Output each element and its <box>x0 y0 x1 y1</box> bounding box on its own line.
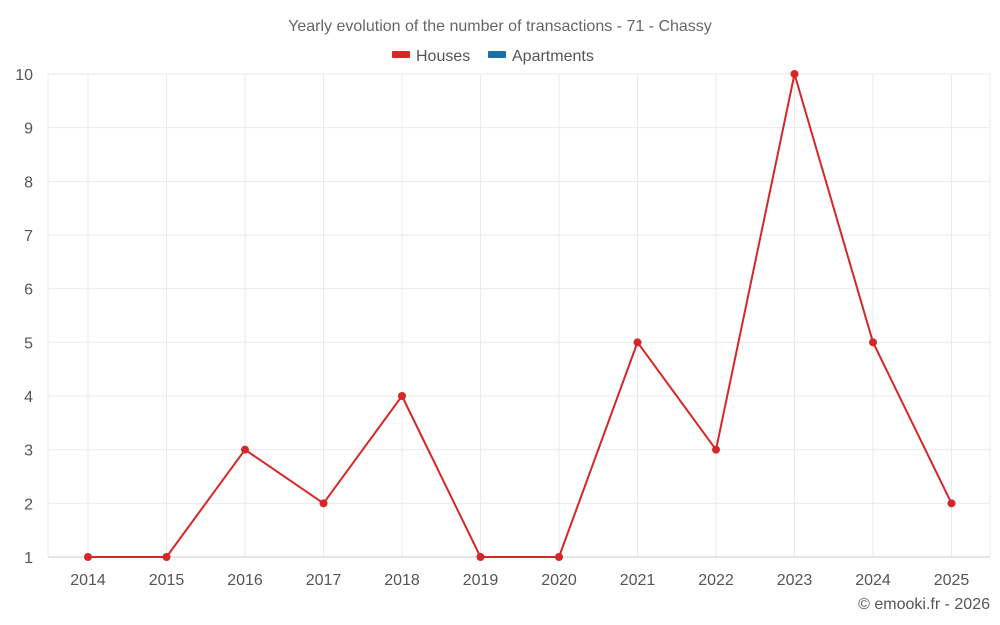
x-tick-label: 2021 <box>620 572 656 589</box>
y-tick-label: 2 <box>24 496 33 513</box>
x-tick-label: 2020 <box>541 572 577 589</box>
legend-item-apartments[interactable]: Apartments <box>488 48 594 65</box>
x-tick-label: 2025 <box>934 572 970 589</box>
x-tick-label: 2024 <box>855 572 891 589</box>
data-point-houses-2024[interactable] <box>869 338 877 347</box>
x-tick-label: 2016 <box>227 572 263 589</box>
y-axis-ticks: 1 2 3 4 5 6 7 8 9 10 <box>15 67 33 567</box>
data-point-houses-2021[interactable] <box>633 338 642 347</box>
x-tick-label: 2019 <box>463 572 499 589</box>
legend-label-apartments: Apartments <box>512 48 594 65</box>
y-tick-label: 3 <box>24 443 33 460</box>
data-point-houses-2020[interactable] <box>555 553 563 561</box>
legend-swatch-apartments <box>488 51 506 58</box>
legend-item-houses[interactable]: Houses <box>392 48 470 65</box>
x-tick-label: 2023 <box>777 572 813 589</box>
data-point-houses-2018[interactable] <box>398 392 406 400</box>
y-tick-label: 1 <box>24 550 33 567</box>
legend-label-houses: Houses <box>416 48 470 65</box>
data-point-houses-2025[interactable] <box>947 499 956 508</box>
x-tick-label: 2018 <box>384 572 420 589</box>
data-point-houses-2022[interactable] <box>712 445 720 454</box>
y-tick-label: 9 <box>24 121 33 138</box>
data-point-houses-2014[interactable] <box>84 553 92 561</box>
data-point-houses-2019[interactable] <box>476 553 485 561</box>
x-tick-label: 2017 <box>306 572 342 589</box>
y-tick-label: 8 <box>24 174 33 191</box>
legend: Houses Apartments <box>392 48 594 65</box>
series-houses <box>84 70 956 561</box>
credit: © emooki.fr - 2026 <box>858 596 990 613</box>
y-tick-label: 6 <box>24 282 33 299</box>
x-tick-label: 2014 <box>70 572 106 589</box>
x-axis-ticks: 2014 2015 2016 2017 2018 2019 2020 2021 2022 2023… <box>70 572 969 589</box>
data-point-houses-2017[interactable] <box>319 499 328 508</box>
y-tick-label: 4 <box>24 389 33 406</box>
grid <box>47 73 991 558</box>
x-tick-label: 2022 <box>698 572 734 589</box>
legend-swatch-houses <box>392 51 410 58</box>
x-tick-label: 2015 <box>149 572 185 589</box>
y-tick-label: 7 <box>24 228 33 245</box>
y-tick-label: 10 <box>15 67 33 84</box>
series-line-houses <box>88 73 953 558</box>
data-point-houses-2015[interactable] <box>162 553 171 561</box>
data-point-houses-2016[interactable] <box>241 445 249 454</box>
chart-title: Yearly evolution of the number of transa… <box>288 18 712 35</box>
y-tick-label: 5 <box>24 335 33 352</box>
data-point-houses-2023[interactable] <box>790 70 799 78</box>
